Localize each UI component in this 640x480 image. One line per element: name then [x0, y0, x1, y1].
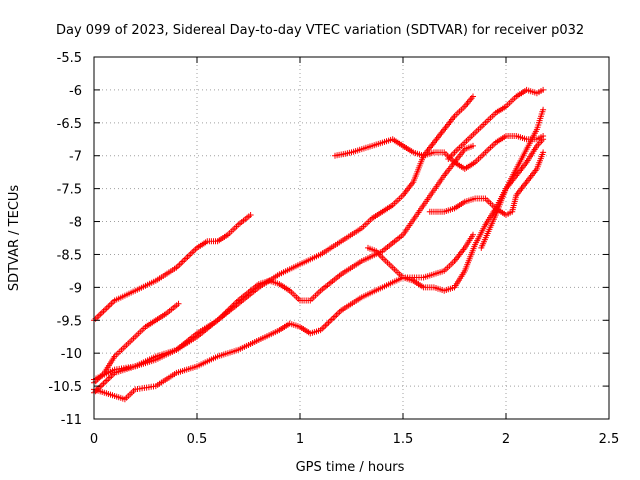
- y-tick-label: -9.5: [57, 314, 82, 329]
- x-tick-label: 1.5: [393, 432, 414, 447]
- series-8: [445, 86, 547, 162]
- y-tick-label: -7.5: [57, 183, 82, 198]
- x-tick-label: 0.5: [187, 432, 208, 447]
- y-tick-label: -6.5: [57, 117, 82, 132]
- marks-layer: [91, 86, 547, 403]
- series-4: [91, 93, 476, 396]
- grid-layer: [94, 57, 609, 419]
- y-tick-label: -9: [69, 281, 82, 296]
- x-axis-label: GPS time / hours: [296, 460, 405, 475]
- y-tick-label: -8: [69, 216, 82, 231]
- series-9: [478, 106, 547, 251]
- data-point-markers: [426, 149, 547, 218]
- data-point-markers: [445, 86, 547, 162]
- data-point-markers: [332, 133, 547, 172]
- x-tick-label: 0: [90, 432, 98, 447]
- series-5: [332, 133, 547, 172]
- plot-frame: [93, 56, 610, 420]
- y-axis-label: SDTVAR / TECUs: [7, 185, 22, 292]
- series-3: [91, 142, 476, 383]
- x-tick-label: 2.5: [599, 432, 620, 447]
- y-tick-label: -6: [69, 84, 82, 99]
- chart-title: Day 099 of 2023, Sidereal Day-to-day VTE…: [56, 23, 584, 38]
- data-point-markers: [478, 106, 547, 251]
- x-tick-label: 1: [296, 432, 304, 447]
- y-tick-label: -7: [69, 150, 82, 165]
- y-tick-label: -8.5: [57, 248, 82, 263]
- data-point-markers: [91, 231, 476, 403]
- series-2: [91, 231, 476, 403]
- tick-labels-layer: 0 0.5 1 1.5 2 2.5 -5.5 -6 -6.5 -7 -7.5 -8 -8.5 -9 -9.5…: [48, 51, 619, 447]
- data-point-markers: [91, 93, 476, 396]
- series-7: [426, 149, 547, 218]
- y-tick-label: -10.5: [48, 380, 82, 395]
- y-tick-label: -5.5: [57, 51, 82, 66]
- y-tick-label: -10: [61, 347, 82, 362]
- y-tick-label: -11: [61, 413, 82, 428]
- x-tick-label: 2: [502, 432, 510, 447]
- data-point-markers: [91, 142, 476, 383]
- ticks-layer: [93, 56, 610, 420]
